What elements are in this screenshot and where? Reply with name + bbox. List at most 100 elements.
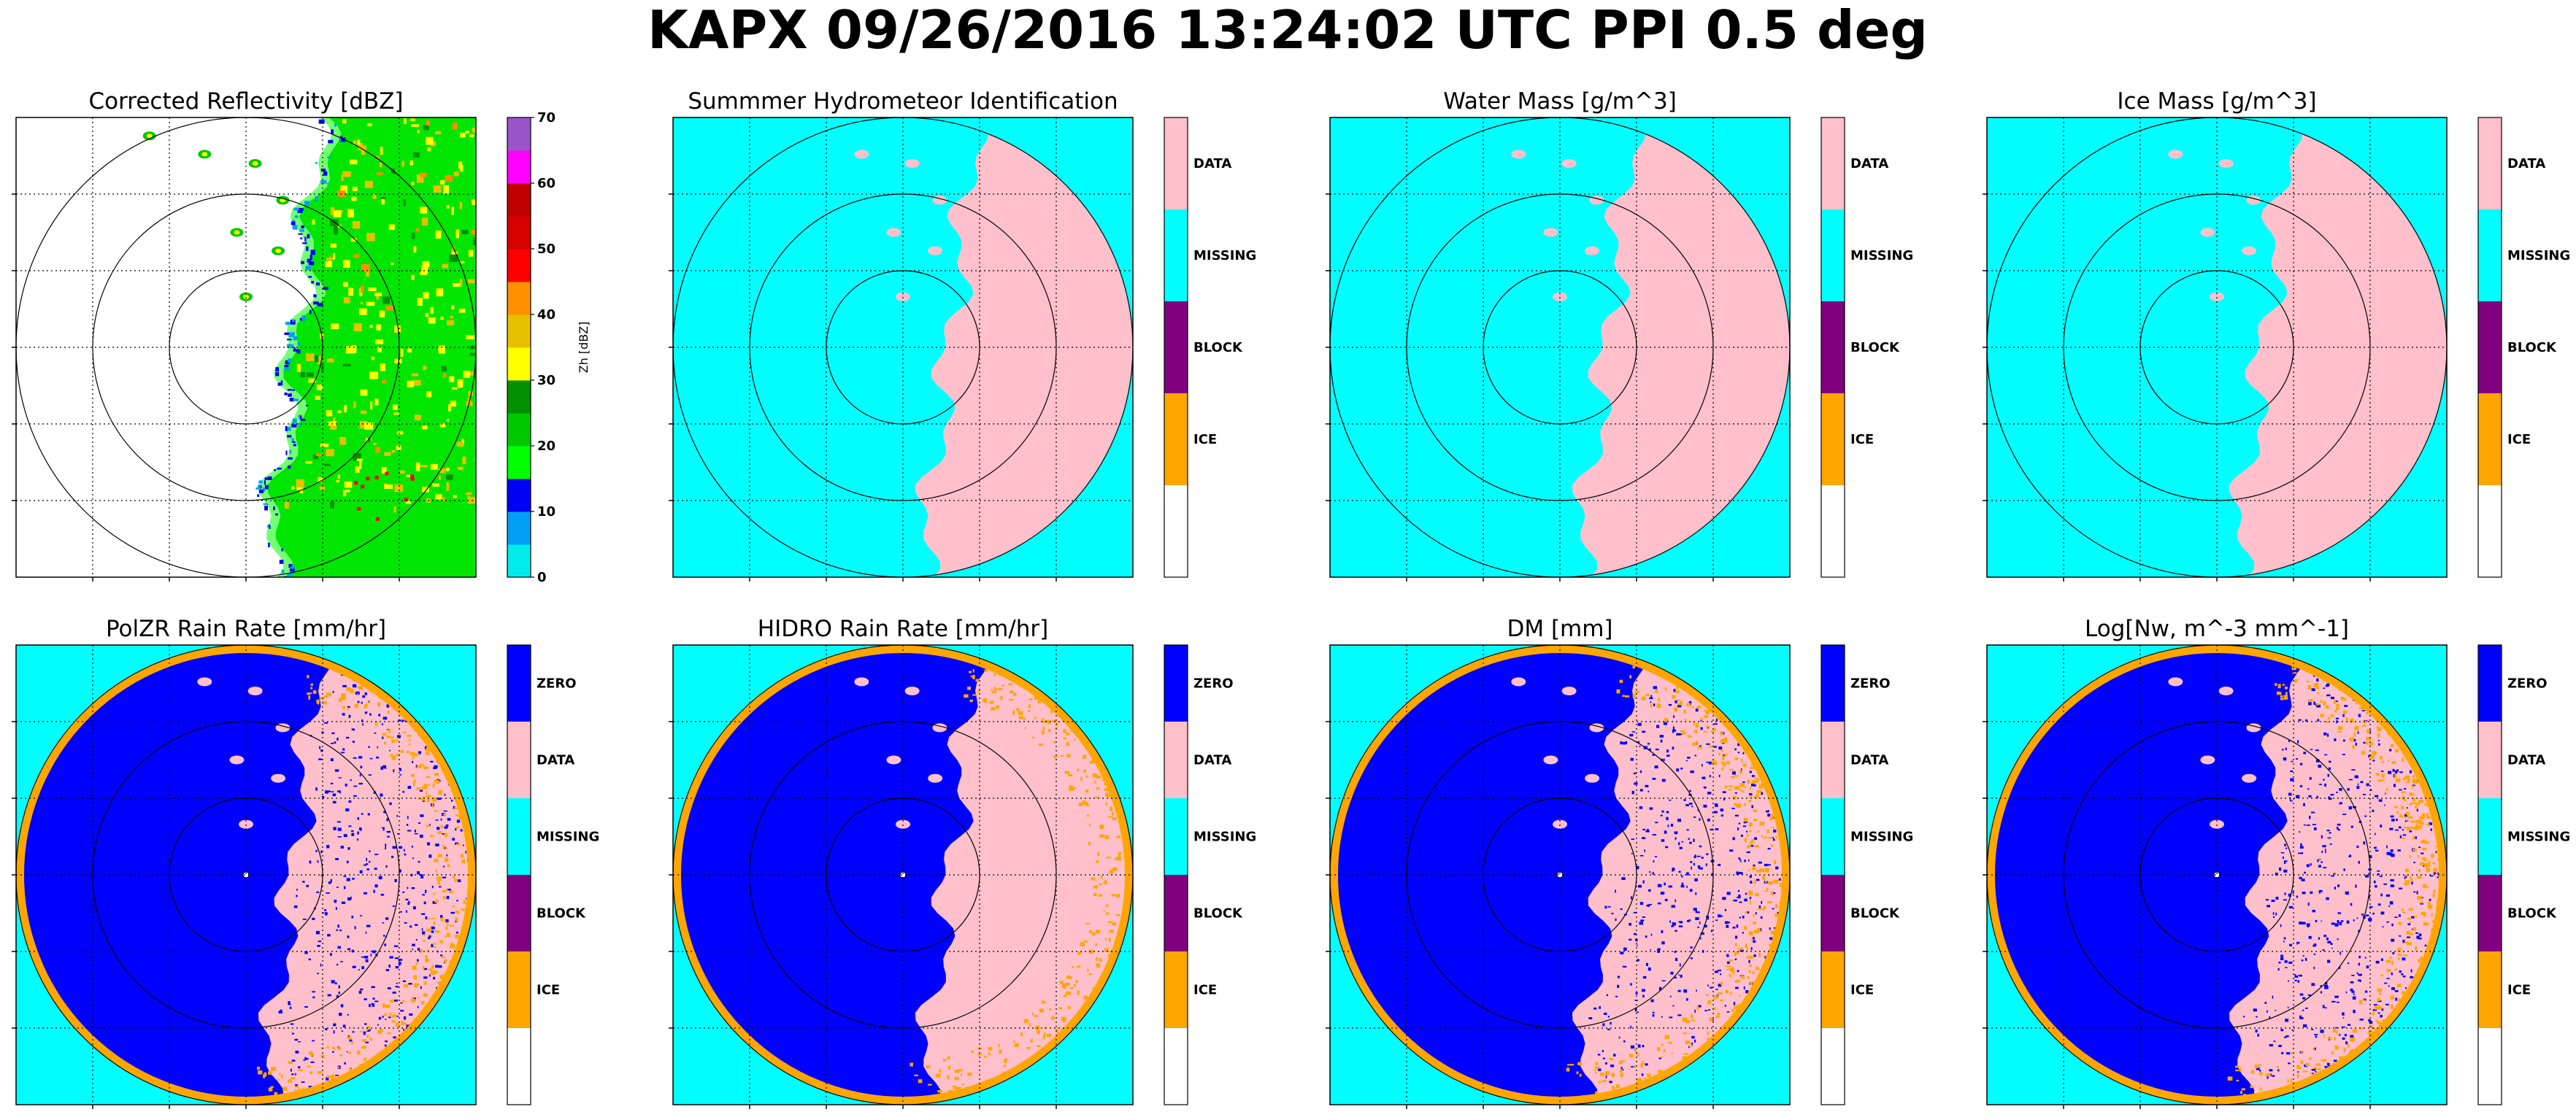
radar-panel-1: Corrected Reflectivity [dBZ] 0 10 20 30 40 50 6…	[12, 88, 591, 585]
colorbar-category-label: BLOCK	[1850, 340, 1900, 355]
colorbar-swatch	[1821, 645, 1845, 722]
panel-title: Summmer Hydrometeor Identification	[688, 88, 1118, 115]
colorbar-swatch	[2478, 117, 2502, 210]
colorbar-category-label: BLOCK	[1193, 340, 1243, 355]
axes-frame	[15, 644, 477, 1105]
axes-frame	[672, 644, 1134, 1105]
colorbar-tick-label: 30	[537, 373, 555, 388]
colorbar-category-label: ICE	[1850, 432, 1874, 447]
panel-title: HIDRO Rain Rate [mm/hr]	[758, 616, 1048, 642]
colorbar-swatch	[2478, 722, 2502, 799]
colorbar: ZERO DATA MISSING BLOCK ICE	[1820, 644, 1913, 1105]
colorbar-swatch	[1164, 301, 1188, 394]
colorbar-category-label: BLOCK	[1850, 906, 1900, 922]
colorbar: ZERO DATA MISSING BLOCK ICE	[507, 644, 599, 1105]
panel-title: Water Mass [g/m^3]	[1443, 88, 1677, 115]
radar-panel-7: DM [mm] ZERO DATA MISSING BLOCK ICE	[1326, 616, 1913, 1109]
colorbar-category-label: MISSING	[1193, 830, 1256, 845]
colorbar-swatch	[1821, 875, 1845, 952]
colorbar-swatch	[1164, 117, 1188, 210]
axes-frame	[15, 117, 477, 578]
radar-panel-6: HIDRO Rain Rate [mm/hr] ZERO DATA MISSING BL…	[669, 616, 1256, 1109]
colorbar: ZERO DATA MISSING BLOCK ICE	[1164, 644, 1256, 1105]
colorbar: DATA MISSING BLOCK ICE	[1820, 117, 1913, 578]
colorbar-tick-label: 70	[537, 110, 555, 125]
panel-title: PolZR Rain Rate [mm/hr]	[106, 616, 386, 642]
colorbar-category-label: MISSING	[2507, 830, 2570, 845]
colorbar-tick-label: 0	[537, 570, 547, 585]
radar-panel-2: Summmer Hydrometeor Identification DATA MI…	[669, 88, 1256, 582]
grid-lines	[1983, 645, 2447, 1109]
grid-lines	[12, 645, 476, 1109]
radar-panel-8: Log[Nw, m^-3 mm^-1] ZERO DATA MISSING BLOCK I…	[1983, 616, 2570, 1109]
colorbar-swatch	[1164, 393, 1188, 486]
panel-title: Ice Mass [g/m^3]	[2117, 88, 2316, 115]
radar-panel-5: PolZR Rain Rate [mm/hr] ZERO DATA MISSING BL…	[12, 616, 599, 1109]
colorbar-swatch	[1164, 951, 1188, 1029]
colorbar-swatch	[507, 645, 531, 722]
grid-lines	[669, 117, 1133, 582]
colorbar-category-label: DATA	[1193, 753, 1231, 768]
panel-title: Log[Nw, m^-3 mm^-1]	[2085, 616, 2349, 642]
colorbar-category-label: ICE	[2507, 983, 2531, 998]
colorbar-swatch	[1821, 951, 1845, 1029]
colorbar-category-label: ICE	[537, 983, 560, 998]
colorbar-category-label: DATA	[1850, 156, 1888, 171]
colorbar: ZERO DATA MISSING BLOCK ICE	[2477, 644, 2570, 1105]
colorbar-swatch	[1164, 798, 1188, 876]
colorbar-category-label: ZERO	[537, 676, 577, 692]
grid-lines	[1983, 117, 2447, 582]
colorbar-swatch	[2478, 798, 2502, 876]
colorbar-swatch	[2478, 875, 2502, 952]
colorbar-category-label: BLOCK	[2507, 906, 2557, 922]
colorbar-category-label: MISSING	[1193, 248, 1256, 263]
colorbar-tick-label: 50	[537, 242, 555, 257]
colorbar-category-label: BLOCK	[1193, 906, 1243, 922]
colorbar-category-label: ICE	[2507, 432, 2531, 447]
colorbar-swatch	[1821, 117, 1845, 210]
colorbar-category-label: ICE	[1193, 983, 1217, 998]
figure-title: KAPX 09/26/2016 13:24:02 UTC PPI 0.5 deg	[647, 0, 1928, 61]
colorbar-category-label: MISSING	[2507, 248, 2570, 263]
colorbar-category-label: ICE	[1193, 432, 1217, 447]
colorbar-swatch	[1821, 209, 1845, 302]
axes-frame	[672, 117, 1134, 578]
colorbar-swatch	[2478, 393, 2502, 486]
colorbar-swatch	[2478, 645, 2502, 722]
colorbar-category-label: BLOCK	[2507, 340, 2557, 355]
colorbar-tick-label: 40	[537, 307, 555, 323]
colorbar-category-label: DATA	[1850, 753, 1888, 768]
grid-lines	[1326, 117, 1790, 582]
colorbar-tick-label: 60	[537, 176, 555, 191]
colorbar-swatch	[1164, 722, 1188, 799]
colorbar-category-label: DATA	[537, 753, 574, 768]
colorbar-swatch	[1164, 209, 1188, 302]
colorbar-swatch	[2478, 301, 2502, 394]
grid-lines	[669, 645, 1133, 1109]
colorbar-tick-label: 10	[537, 504, 555, 520]
axes-frame	[1329, 644, 1791, 1105]
colorbar-category-label: MISSING	[1850, 248, 1913, 263]
colorbar-category-label: ICE	[1850, 983, 1874, 998]
colorbar-swatch	[1821, 393, 1845, 486]
colorbar-label: Zh [dBZ]	[577, 322, 591, 374]
colorbar-category-label: ZERO	[1193, 676, 1234, 692]
colorbar-swatch	[2478, 209, 2502, 302]
colorbar: 0 10 20 30 40 50 60 70 Zh [dBZ]	[507, 110, 591, 585]
colorbar-swatch	[1821, 798, 1845, 876]
colorbar-category-label: DATA	[2507, 156, 2545, 171]
colorbar-swatch	[1821, 722, 1845, 799]
colorbar-swatch	[507, 951, 531, 1029]
panel-title: DM [mm]	[1507, 616, 1612, 642]
colorbar-tick-label: 20	[537, 439, 555, 454]
panel-title: Corrected Reflectivity [dBZ]	[88, 88, 403, 115]
axes-frame	[1329, 117, 1791, 578]
colorbar-swatch	[1164, 875, 1188, 952]
colorbar: DATA MISSING BLOCK ICE	[2477, 117, 2570, 578]
colorbar-swatch	[1821, 301, 1845, 394]
radar-panel-3: Water Mass [g/m^3] DATA MISSING BLOCK ICE	[1326, 88, 1913, 582]
colorbar-category-label: MISSING	[537, 830, 599, 845]
axes-frame	[1986, 117, 2448, 578]
radar-panel-4: Ice Mass [g/m^3] DATA MISSING BLOCK ICE	[1983, 88, 2570, 582]
